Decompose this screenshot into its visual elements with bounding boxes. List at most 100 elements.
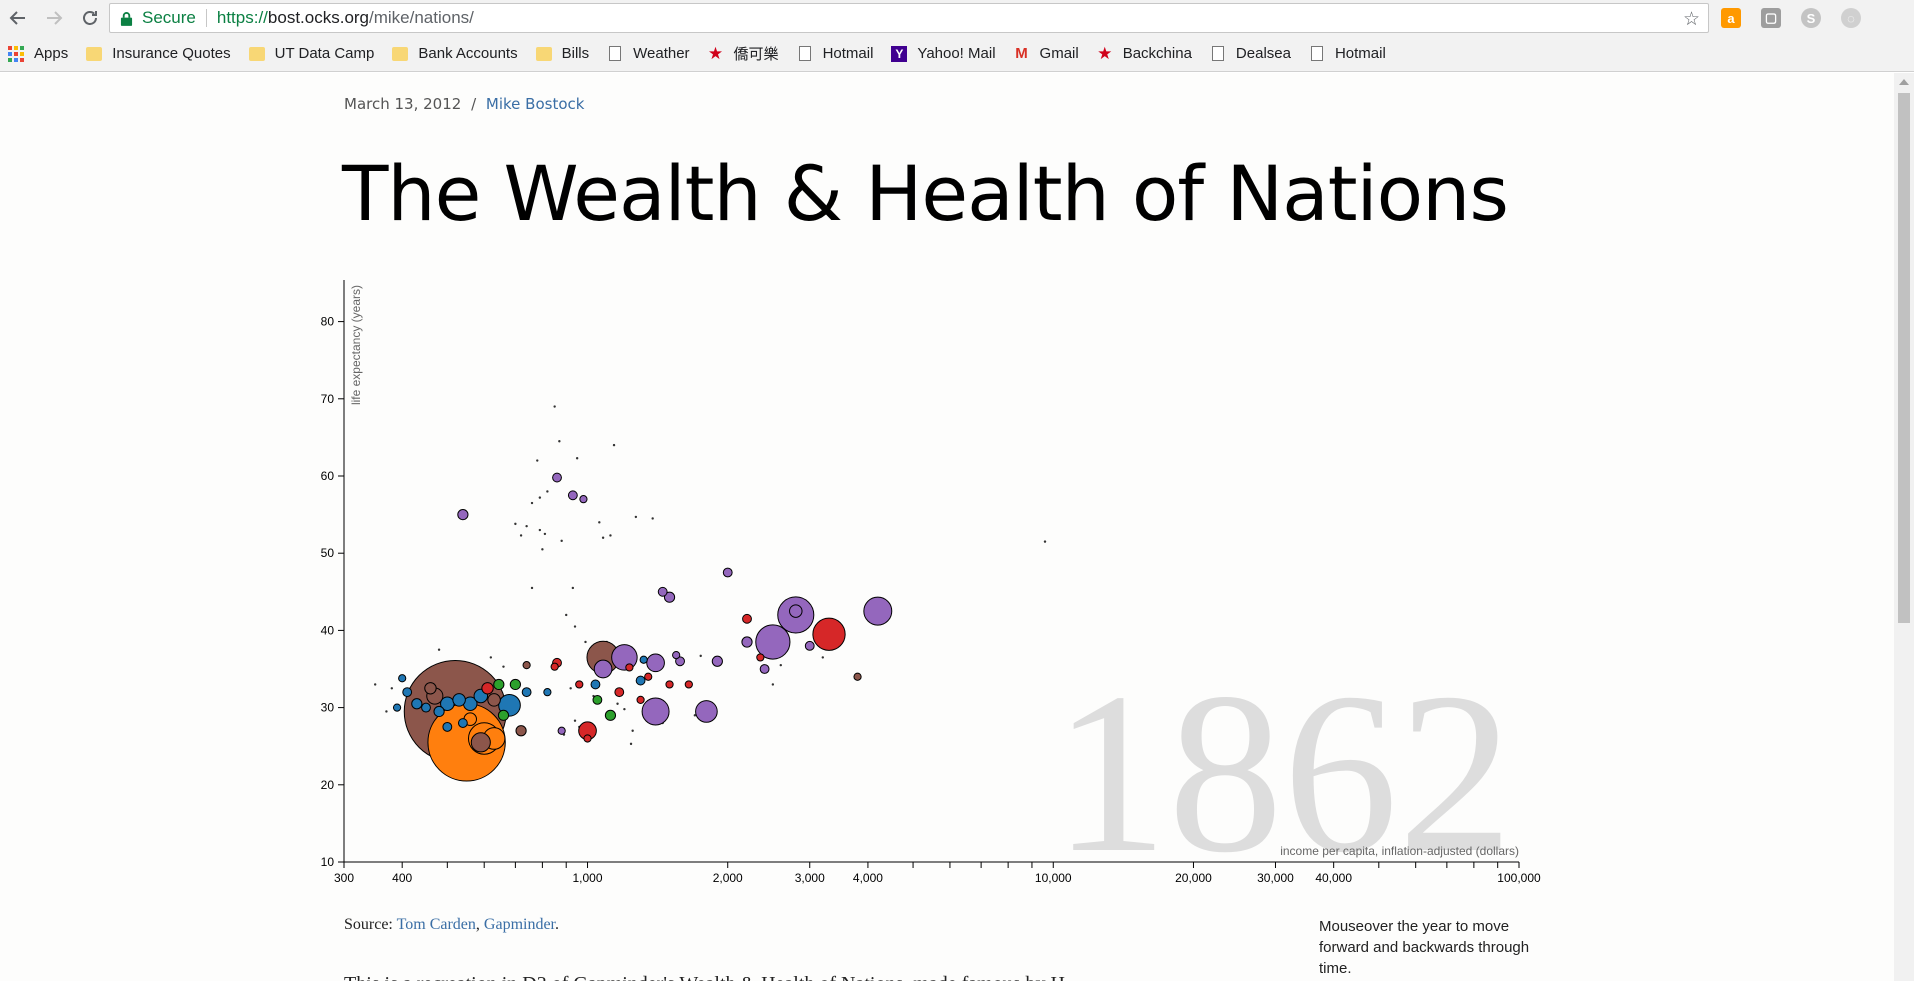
scatter-point-small [779, 663, 782, 667]
bookmark-item[interactable]: Y Yahoo! Mail [891, 45, 996, 62]
scatter-point [789, 604, 803, 618]
scatter-point [636, 695, 645, 704]
bookmark-label: Apps [34, 45, 69, 62]
bookmark-item[interactable]: Weather [607, 45, 690, 62]
scatter-point [567, 490, 578, 501]
scatter-point [579, 495, 588, 504]
scatter-point [663, 591, 676, 603]
scatter-point-small [584, 640, 587, 644]
scatter-point-small [631, 729, 634, 732]
lock-icon [120, 10, 134, 26]
page-scrollbar[interactable] [1894, 73, 1914, 981]
scatter-point [583, 734, 592, 743]
scatter-point-small [634, 515, 638, 519]
scatter-point-small [623, 707, 626, 711]
scatter-point [759, 664, 770, 674]
bookmark-item[interactable]: Dealsea [1210, 45, 1291, 62]
bookmark-item[interactable]: Apps [8, 45, 68, 62]
page-icon [1210, 46, 1226, 62]
scatter-point [675, 656, 685, 667]
bookmark-item[interactable]: UT Data Camp [248, 45, 374, 62]
scatter-point [646, 653, 665, 673]
scatter-point [604, 709, 617, 721]
scatter-point [665, 680, 674, 689]
address-bar[interactable]: Secure https:// bost.ocks.org /mike/nati… [109, 3, 1709, 33]
scatter-point-small [612, 443, 616, 447]
scatter-point-small [385, 710, 388, 713]
scatter-point [672, 650, 681, 660]
scatter-point-small [514, 522, 517, 526]
reload-button[interactable] [72, 0, 108, 36]
page-icon [1309, 46, 1325, 62]
scatter-point-small [573, 625, 577, 628]
x-tick-label: 10,000 [1035, 871, 1072, 885]
x-tick-label: 40,000 [1315, 871, 1352, 885]
tom-carden-link[interactable]: Tom Carden [396, 916, 476, 933]
y-tick-label: 10 [321, 855, 335, 869]
scatter-point-small [821, 656, 824, 659]
page-title: The Wealth & Health of Nations [342, 149, 1509, 238]
extension-circle-icon[interactable]: ◌ [1841, 8, 1861, 28]
bookmark-item[interactable]: Hotmail [1309, 45, 1386, 62]
scatter-point-small [373, 683, 377, 686]
skype-extension-icon[interactable]: S [1801, 8, 1821, 28]
scatter-point-small [502, 665, 505, 668]
x-tick-label: 2,000 [713, 871, 743, 885]
scatter-point-small [575, 457, 579, 460]
scatter-point [433, 705, 445, 718]
scatter-point [457, 718, 468, 728]
extension-icon[interactable]: ▢ [1761, 8, 1781, 28]
secure-label: Secure [142, 8, 196, 27]
scrollbar-thumb[interactable] [1898, 93, 1910, 623]
scatter-point [497, 709, 510, 721]
bookmark-item[interactable]: Bank Accounts [392, 45, 518, 62]
bookmark-label: 僑可樂 [733, 46, 779, 63]
scatter-point [402, 687, 413, 698]
bookmarks-bar: Apps Insurance Quotes UT Data Camp Bank Acc… [0, 36, 1914, 72]
x-tick-label: 30,000 [1257, 871, 1294, 885]
bookmark-label: Dealsea [1235, 45, 1291, 62]
bookmark-item[interactable]: ★ 僑可樂 [708, 43, 779, 64]
x-tick-label: 400 [392, 871, 412, 885]
x-tick-label: 20,000 [1175, 871, 1212, 885]
scatter-point-small [565, 613, 568, 617]
bookmark-item[interactable]: Hotmail [797, 45, 873, 62]
gapminder-link[interactable]: Gapminder [483, 916, 555, 933]
scatter-point-small [609, 534, 612, 537]
scatter-point [522, 661, 531, 670]
bookmark-item[interactable]: Insurance Quotes [86, 45, 231, 62]
back-arrow-icon [9, 11, 25, 25]
scatter-point [639, 655, 648, 664]
bookmark-item[interactable]: ★ Backchina [1097, 44, 1192, 63]
article-body-partial: This is a recreation in D3 of Gapminder'… [344, 973, 1065, 981]
scatter-point-small [525, 524, 528, 528]
scatter-point [853, 672, 862, 681]
bookmark-label: Bank Accounts [418, 45, 518, 62]
back-button[interactable] [0, 0, 36, 36]
x-tick-label: 1,000 [573, 871, 603, 885]
gmail-icon: M [1015, 45, 1028, 62]
apps-grid-icon [8, 45, 24, 62]
bookmark-star-icon[interactable]: ☆ [1682, 9, 1700, 30]
scroll-up-arrow-icon[interactable] [1899, 79, 1909, 85]
author-link[interactable]: Mike Bostock [485, 95, 585, 113]
amazon-extension-icon[interactable]: a [1721, 8, 1741, 28]
scatter-point [543, 688, 552, 697]
scatter-point-small [558, 440, 561, 443]
bookmark-label: Backchina [1122, 45, 1192, 62]
scatter-point [590, 679, 601, 690]
omnibox-divider [205, 9, 207, 27]
scatter-point [515, 725, 527, 737]
scatter-point [575, 680, 584, 689]
bookmark-label: Weather [633, 45, 690, 62]
bookmark-item[interactable]: M Gmail [1014, 45, 1078, 62]
scatter-point [592, 694, 603, 705]
scatter-point [493, 678, 505, 691]
bookmark-item[interactable]: Bills [535, 45, 589, 62]
forward-button[interactable] [36, 0, 72, 36]
scatter-point [635, 675, 646, 686]
source-prefix: Source: [344, 916, 393, 933]
y-tick-label: 80 [321, 315, 335, 329]
scatter-point-small [541, 548, 544, 551]
scatter-point [470, 732, 491, 753]
